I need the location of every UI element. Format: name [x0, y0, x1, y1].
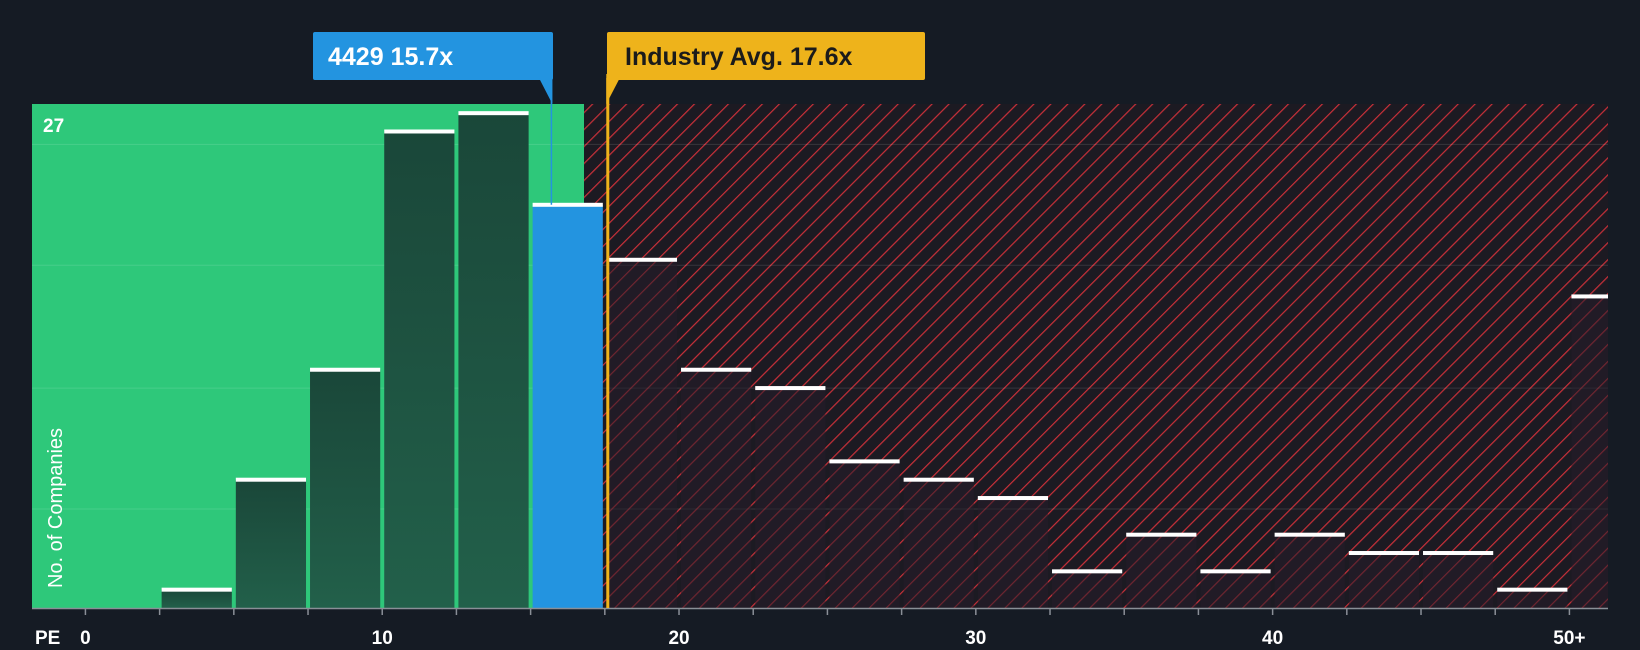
bar-pe-30	[977, 498, 1049, 608]
bar-pe-42.5	[1348, 553, 1420, 608]
bar-cap-pe-15	[532, 202, 603, 207]
bar-pe-47.5	[1497, 589, 1568, 608]
bar-cap-pe-25	[829, 459, 900, 464]
bar-pe-25	[829, 461, 900, 608]
bar-cap-pe-12.5	[458, 111, 529, 116]
bar-pe-7.5	[310, 369, 381, 608]
x-tick-label-0: 0	[80, 628, 91, 649]
overvalued-zone	[584, 104, 1608, 608]
bar-pe-32.5	[1052, 571, 1123, 608]
bar-pe-45	[1423, 553, 1494, 608]
bar-pe-35	[1126, 534, 1197, 608]
bar-pe-15	[532, 204, 603, 609]
bar-cap-pe-47.5	[1497, 587, 1568, 592]
x-tick-label-40: 40	[1262, 628, 1283, 649]
bar-cap-pe-17.5	[606, 257, 678, 262]
bar-pe-2.5	[161, 589, 232, 608]
bar-cap-pe-32.5	[1052, 569, 1123, 574]
company-label: 4429 15.7x	[328, 43, 453, 71]
bar-cap-pe-45	[1423, 551, 1494, 556]
bar-cap-pe-10	[384, 129, 455, 134]
bar-pe-50	[1571, 296, 1608, 608]
bar-pe-5	[235, 479, 307, 608]
bar-cap-pe-40	[1274, 532, 1345, 537]
x-tick-label-30: 30	[965, 628, 986, 649]
bar-cap-pe-22.5	[755, 386, 826, 391]
bar-pe-22.5	[755, 388, 826, 608]
x-tick-label-50: 50+	[1553, 628, 1585, 649]
bar-cap-pe-35	[1126, 532, 1197, 537]
bar-cap-pe-7.5	[310, 367, 381, 372]
bar-pe-17.5	[606, 259, 678, 608]
bar-cap-pe-27.5	[903, 477, 974, 482]
bar-cap-pe-50	[1571, 294, 1608, 299]
y-axis-label: No. of Companies	[45, 428, 67, 588]
bar-pe-40	[1274, 534, 1345, 608]
industry-avg-label: Industry Avg. 17.6x	[625, 43, 852, 71]
bar-cap-pe-37.5	[1200, 569, 1271, 574]
x-tick-label-10: 10	[372, 628, 393, 649]
bar-pe-37.5	[1200, 571, 1271, 608]
bar-cap-pe-2.5	[161, 587, 232, 592]
company-callout	[313, 32, 553, 80]
bar-pe-27.5	[903, 479, 974, 608]
bar-cap-pe-20	[681, 367, 752, 372]
industry-avg-callout	[607, 32, 925, 80]
bar-cap-pe-5	[235, 477, 307, 482]
bar-pe-20	[681, 369, 752, 608]
company-callout-pointer	[539, 78, 553, 104]
bar-pe-12.5	[458, 113, 529, 608]
bar-cap-pe-42.5	[1348, 551, 1420, 556]
bar-pe-10	[384, 131, 455, 608]
y-tick-label-27: 27	[43, 116, 64, 137]
bar-cap-pe-30	[977, 496, 1049, 501]
industry-avg-pointer	[606, 78, 620, 104]
x-axis-label: PE	[35, 628, 60, 649]
x-tick-label-20: 20	[668, 628, 689, 649]
